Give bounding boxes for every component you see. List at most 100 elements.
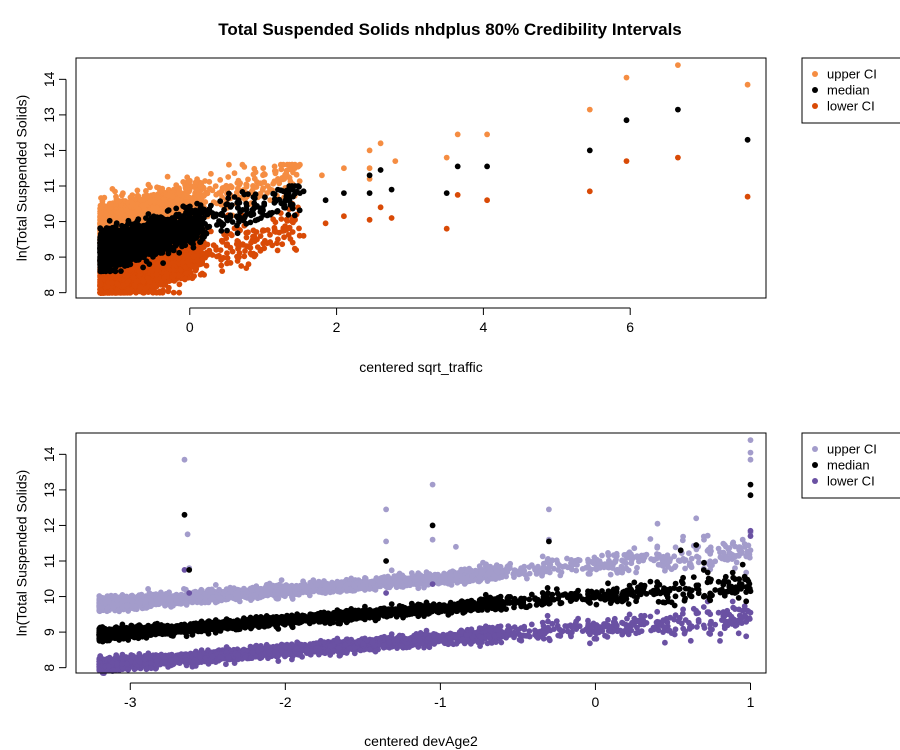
lower-ci-point: [153, 271, 160, 278]
lower-ci-point: [623, 158, 630, 165]
lower-ci-point: [194, 257, 201, 264]
lower-ci-point: [245, 229, 251, 236]
lower-ci-point: [109, 279, 115, 286]
lower-ci-point: [269, 242, 276, 249]
lower-ci-point: [125, 287, 131, 294]
lower-ci-point: [203, 262, 210, 269]
lower-ci-point: [250, 233, 256, 240]
upper-ci-point: [250, 183, 256, 189]
lower-ci-point: [251, 253, 258, 260]
lower-ci-point: [388, 215, 395, 221]
lower-ci-point: [193, 263, 200, 270]
lower-ci-point: [165, 288, 172, 295]
lower-ci-point: [150, 282, 157, 288]
lower-ci-point: [135, 288, 142, 294]
upper-ci-point: [187, 177, 193, 184]
lower-ci-point: [236, 254, 242, 261]
lower-ci-point: [274, 247, 281, 254]
lower-ci-point: [224, 260, 230, 267]
lower-ci-point: [217, 247, 224, 254]
lower-ci-point: [377, 204, 384, 211]
lower-ci-point: [243, 234, 250, 241]
upper-ci-point: [189, 183, 196, 190]
upper-ci-point: [180, 179, 187, 185]
lower-ci-point: [223, 242, 230, 249]
lower-ci-point: [275, 236, 281, 243]
lower-ci-point: [257, 233, 264, 240]
lower-ci-point: [163, 270, 170, 277]
lower-ci-point: [289, 239, 296, 246]
lower-ci-point: [296, 225, 302, 232]
lower-ci-point: [285, 232, 292, 238]
lower-ci-point: [224, 255, 231, 261]
lower-ci-point: [586, 188, 593, 195]
lower-ci-point: [140, 278, 147, 285]
lower-ci-point: [341, 213, 347, 220]
upper-ci-point: [145, 181, 152, 188]
lower-ci-point: [238, 263, 245, 269]
lower-ci-point: [279, 241, 286, 248]
lower-ci-point: [242, 248, 248, 254]
lower-ci-point: [290, 219, 296, 226]
lower-ci-point: [675, 154, 681, 161]
lower-ci-point: [170, 289, 177, 296]
lower-ci-point: [236, 243, 242, 250]
lower-ci-point: [218, 262, 225, 269]
upper-ci-point: [119, 192, 125, 199]
lower-ci-point: [300, 232, 307, 239]
lower-ci-point: [182, 275, 188, 282]
upper-ci-point: [283, 170, 290, 177]
upper-ci-point: [206, 178, 213, 185]
upper-ci-point: [225, 174, 232, 180]
upper-ci-point: [259, 187, 266, 193]
lower-ci-point: [154, 264, 161, 270]
lower-ci-point: [214, 253, 220, 260]
upper-ci-point: [134, 187, 141, 194]
upper-ci-point: [271, 163, 278, 170]
lower-ci-point: [107, 274, 114, 281]
plot-points: [97, 62, 751, 296]
upper-ci-point: [235, 179, 242, 186]
lower-ci-point: [366, 216, 373, 223]
lower-ci-point: [176, 281, 183, 288]
upper-ci-point: [245, 176, 251, 183]
lower-ci-point: [97, 281, 104, 288]
lower-ci-point: [322, 220, 329, 227]
upper-ci-point: [157, 187, 163, 194]
lower-ci-point: [124, 272, 131, 279]
lower-ci-point: [744, 193, 751, 200]
lower-ci-point: [210, 242, 217, 249]
lower-ci-point: [454, 192, 461, 198]
lower-ci-point: [156, 289, 163, 296]
upper-ci-point: [143, 188, 149, 194]
lower-ci-point: [224, 250, 230, 256]
upper-ci-point: [217, 190, 224, 197]
lower-ci-point: [199, 270, 206, 277]
upper-ci-point: [226, 161, 232, 168]
upper-ci-point: [208, 170, 214, 177]
lower-ci-point: [248, 239, 255, 246]
lower-ci-point: [113, 289, 120, 296]
lower-ci-point: [259, 228, 266, 234]
upper-ci-point: [261, 171, 268, 177]
lower-ci-point: [120, 282, 127, 289]
upper-ci-point: [164, 173, 171, 180]
lower-ci-point: [179, 259, 186, 266]
lower-ci-point: [219, 268, 226, 274]
lower-ci-point: [267, 231, 273, 238]
lower-ci-point: [183, 252, 190, 259]
upper-ci-point: [231, 170, 238, 177]
upper-ci-point: [272, 170, 279, 177]
upper-ci-point: [278, 166, 285, 173]
lower-ci-point: [278, 216, 285, 222]
lower-ci-point: [149, 268, 155, 274]
lower-ci-point: [229, 248, 236, 255]
lower-ci-point: [283, 226, 290, 233]
upper-ci-point: [173, 182, 180, 189]
lower-ci-point: [133, 278, 140, 285]
lower-ci-point: [443, 225, 450, 232]
upper-ci-point: [101, 194, 108, 201]
lower-ci-point: [293, 247, 300, 253]
